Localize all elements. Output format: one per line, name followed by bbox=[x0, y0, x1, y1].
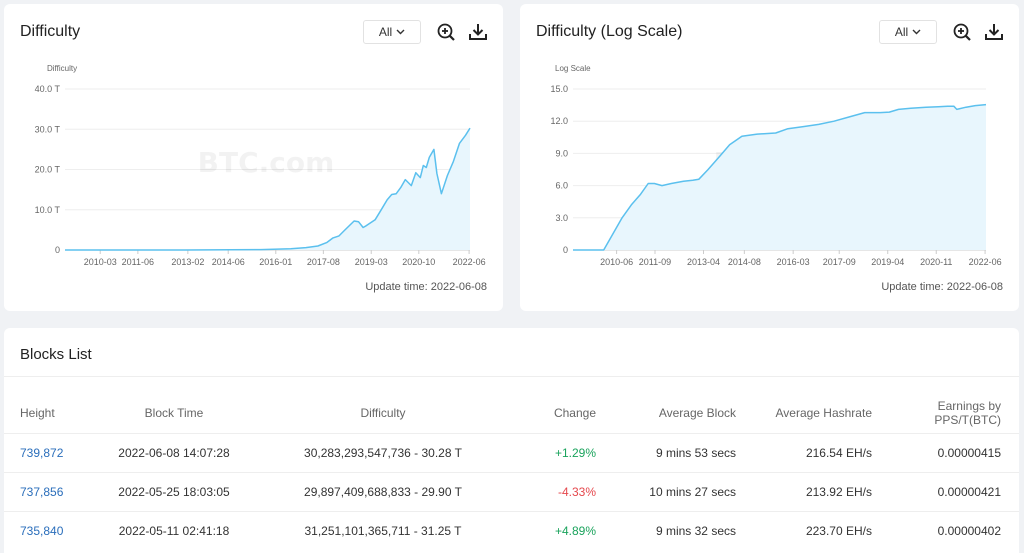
y-tick-label: 30.0 T bbox=[35, 124, 61, 134]
x-tick-label: 2013-02 bbox=[171, 257, 204, 267]
difficulty-change: +4.89% bbox=[502, 510, 596, 550]
series-area bbox=[65, 128, 470, 250]
y-tick-label: 6.0 bbox=[555, 181, 568, 191]
earnings-pps: 0.00000421 bbox=[872, 471, 1019, 511]
block-height-link[interactable]: 737,856 bbox=[20, 484, 64, 499]
difficulty-range-value: All bbox=[378, 25, 393, 39]
earnings-pps: 0.00000402 bbox=[872, 510, 1019, 550]
x-tick-label: 2016-01 bbox=[259, 257, 292, 267]
column-header-difficulty: Difficulty bbox=[360, 406, 406, 421]
y-tick-label: 40.0 T bbox=[35, 84, 61, 94]
table-row: 739,872 2022-06-08 14:07:28 30,283,293,5… bbox=[4, 432, 1019, 472]
x-tick-label: 2013-04 bbox=[687, 257, 720, 267]
x-tick-label: 2020-10 bbox=[402, 257, 435, 267]
difficulty-update-time: Update time: 2022-06-08 bbox=[365, 281, 487, 293]
block-difficulty: 31,251,101,365,711 - 31.25 T bbox=[264, 510, 502, 550]
y-tick-label: 10.0 T bbox=[35, 205, 61, 215]
y-tick-label: 0 bbox=[55, 245, 60, 255]
blocks-list-card: Blocks List Height Block Time Difficulty… bbox=[4, 328, 1019, 553]
y-tick-label: 12.0 bbox=[550, 116, 568, 126]
x-tick-label: 2017-08 bbox=[307, 257, 340, 267]
download-icon[interactable] bbox=[467, 21, 489, 43]
y-tick-label: 15.0 bbox=[550, 84, 568, 94]
average-hashrate: 213.92 EH/s bbox=[736, 471, 872, 511]
earnings-pps: 0.00000415 bbox=[872, 432, 1019, 472]
y-tick-label: 20.0 T bbox=[35, 165, 61, 175]
average-block-time: 9 mins 32 secs bbox=[596, 510, 736, 550]
x-tick-label: 2014-06 bbox=[212, 257, 245, 267]
column-header-earnings: Earnings by PPS/T(BTC) bbox=[934, 399, 1001, 428]
zoom-in-icon[interactable] bbox=[435, 21, 457, 43]
x-tick-label: 2011-09 bbox=[639, 257, 671, 267]
table-header-row: Height Block Time Difficulty Change Aver… bbox=[4, 394, 1019, 433]
y-tick-label: 0 bbox=[563, 245, 568, 255]
y-axis-title: Difficulty bbox=[47, 64, 77, 73]
x-tick-label: 2022-06 bbox=[969, 257, 1002, 267]
log-update-time: Update time: 2022-06-08 bbox=[881, 281, 1003, 293]
column-header-average-block: Average Block bbox=[658, 406, 736, 421]
difficulty-range-select[interactable]: All bbox=[363, 20, 421, 44]
column-header-average-hashrate: Average Hashrate bbox=[775, 406, 872, 421]
log-range-select[interactable]: All bbox=[879, 20, 937, 44]
log-difficulty-chart-card: 0 3.0 6.0 9.0 12.0 15.0 Log Scale 2010-06 2011-0… bbox=[520, 4, 1019, 311]
column-header-height: Height bbox=[20, 406, 55, 421]
blocks-list-title: Blocks List bbox=[20, 346, 92, 363]
block-difficulty: 30,283,293,547,736 - 30.28 T bbox=[264, 432, 502, 472]
column-header-block-time: Block Time bbox=[144, 406, 204, 421]
difficulty-chart: 0 10.0 T 20.0 T 30.0 T 40.0 T Difficulty 2010-… bbox=[35, 64, 486, 267]
log-difficulty-chart-title: Difficulty (Log Scale) bbox=[536, 23, 683, 40]
y-axis-title: Log Scale bbox=[555, 64, 591, 73]
x-tick-label: 2017-09 bbox=[823, 257, 856, 267]
block-time: 2022-06-08 14:07:28 bbox=[84, 432, 264, 472]
difficulty-change: -4.33% bbox=[502, 471, 596, 511]
y-tick-label: 9.0 bbox=[555, 148, 568, 158]
chevron-down-icon bbox=[912, 29, 921, 35]
table-row: 735,840 2022-05-11 02:41:18 31,251,101,3… bbox=[4, 510, 1019, 550]
series-line bbox=[65, 127, 471, 251]
watermark: BTC.com bbox=[198, 146, 335, 179]
x-tick-label: 2020-11 bbox=[920, 257, 952, 267]
series-line bbox=[573, 103, 987, 251]
average-hashrate: 223.70 EH/s bbox=[736, 510, 872, 550]
x-tick-label: 2010-03 bbox=[84, 257, 117, 267]
difficulty-change: +1.29% bbox=[502, 432, 596, 472]
x-tick-label: 2011-06 bbox=[122, 257, 154, 267]
average-hashrate: 216.54 EH/s bbox=[736, 432, 872, 472]
average-block-time: 10 mins 27 secs bbox=[596, 471, 736, 511]
blocks-table: Height Block Time Difficulty Change Aver… bbox=[4, 394, 1019, 550]
chevron-down-icon bbox=[396, 29, 405, 35]
block-height-link[interactable]: 735,840 bbox=[20, 523, 64, 538]
x-tick-label: 2016-03 bbox=[777, 257, 810, 267]
average-block-time: 9 mins 53 secs bbox=[596, 432, 736, 472]
x-tick-label: 2022-06 bbox=[453, 257, 486, 267]
column-header-change: Change bbox=[553, 406, 596, 421]
difficulty-chart-title: Difficulty bbox=[20, 23, 81, 40]
x-tick-label: 2019-04 bbox=[871, 257, 904, 267]
x-tick-label: 2019-03 bbox=[355, 257, 388, 267]
y-tick-label: 3.0 bbox=[555, 213, 568, 223]
series-area bbox=[573, 104, 986, 250]
block-height-link[interactable]: 739,872 bbox=[20, 445, 64, 460]
log-difficulty-chart: 0 3.0 6.0 9.0 12.0 15.0 Log Scale 2010-06 2011-0… bbox=[550, 64, 1002, 267]
block-difficulty: 29,897,409,688,833 - 29.90 T bbox=[264, 471, 502, 511]
x-tick-label: 2010-06 bbox=[600, 257, 633, 267]
divider bbox=[4, 376, 1019, 377]
x-tick-label: 2014-08 bbox=[728, 257, 761, 267]
zoom-in-icon[interactable] bbox=[951, 21, 973, 43]
download-icon[interactable] bbox=[983, 21, 1005, 43]
table-row: 737,856 2022-05-25 18:03:05 29,897,409,6… bbox=[4, 471, 1019, 511]
log-range-value: All bbox=[894, 25, 909, 39]
block-time: 2022-05-25 18:03:05 bbox=[84, 471, 264, 511]
difficulty-chart-card: 0 10.0 T 20.0 T 30.0 T 40.0 T Difficulty 2010-… bbox=[4, 4, 503, 311]
block-time: 2022-05-11 02:41:18 bbox=[84, 510, 264, 550]
